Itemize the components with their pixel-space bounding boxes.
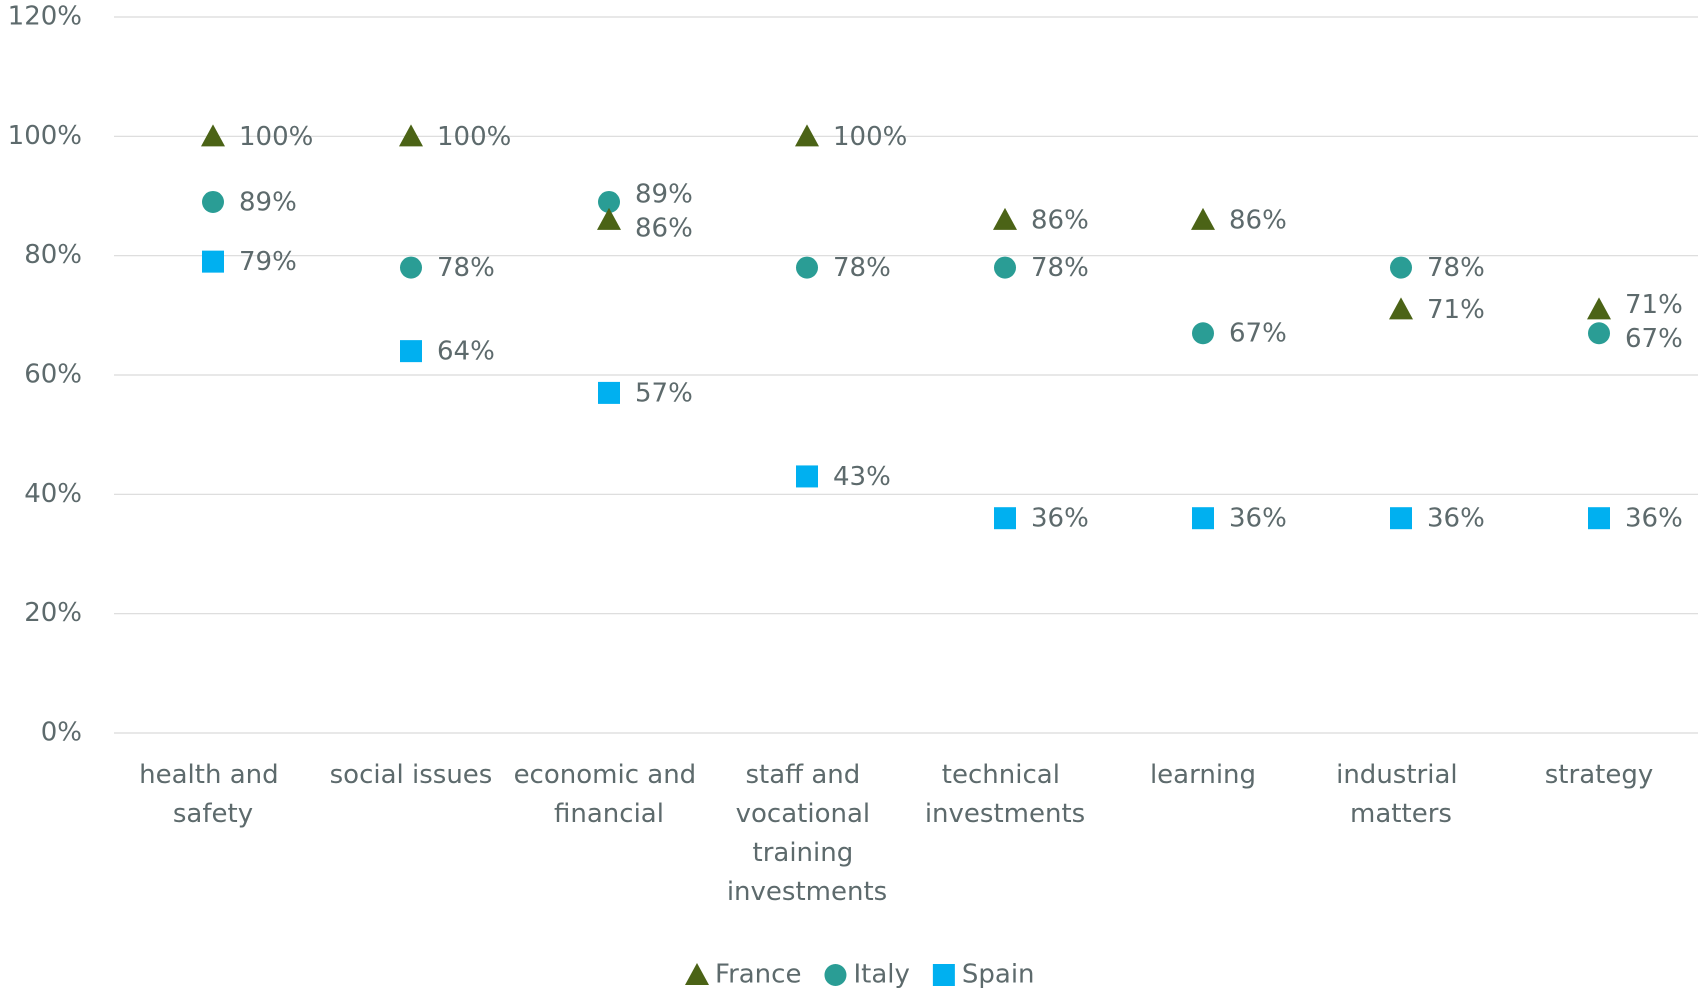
legend-label: Italy <box>853 960 909 990</box>
marker <box>202 250 224 273</box>
x-tick-label: technical investments <box>925 760 1085 829</box>
data-label: 89% <box>239 187 297 217</box>
marker <box>399 124 423 147</box>
data-label: 36% <box>1625 504 1683 534</box>
marker <box>1191 207 1215 230</box>
x-tick-line: technical <box>942 760 1068 790</box>
legend-marker <box>685 963 709 985</box>
x-tick-line: industrial <box>1336 760 1466 790</box>
y-tick-label: 40% <box>24 479 82 509</box>
x-tick-label: strategy <box>1545 760 1653 790</box>
marker <box>1588 507 1610 530</box>
x-tick-label: social issues <box>330 760 493 790</box>
marker <box>597 207 621 230</box>
marker <box>993 207 1017 230</box>
marker <box>994 256 1016 279</box>
y-tick-label: 0% <box>41 718 82 748</box>
data-label: 71% <box>1625 290 1683 320</box>
marker <box>1192 507 1214 530</box>
y-tick-label: 100% <box>8 121 82 151</box>
marker <box>400 340 422 363</box>
y-tick-label: 60% <box>24 360 82 390</box>
data-label: 79% <box>239 247 297 277</box>
x-tick-line: strategy <box>1545 760 1653 790</box>
marker <box>795 124 819 147</box>
data-label: 86% <box>635 213 693 243</box>
marker <box>598 190 620 213</box>
data-label: 36% <box>1031 504 1089 534</box>
data-label: 78% <box>437 253 495 283</box>
marker <box>1587 297 1611 320</box>
marker <box>202 190 224 213</box>
data-label: 67% <box>1625 324 1683 354</box>
x-tick-line: safety <box>173 799 253 829</box>
marker <box>201 124 225 147</box>
x-tick-line: learning <box>1150 760 1256 790</box>
data-label: 57% <box>635 378 693 408</box>
marker <box>1192 322 1214 345</box>
data-label: 36% <box>1427 504 1485 534</box>
data-label: 100% <box>833 122 907 152</box>
data-label: 64% <box>437 337 495 367</box>
x-tick-line: training <box>753 838 862 868</box>
legend-label: France <box>715 960 801 990</box>
data-label: 78% <box>833 253 891 283</box>
x-tick-line: staff and <box>745 760 868 790</box>
marker <box>1390 256 1412 279</box>
x-tick-label: staff and vocational training investment… <box>727 760 887 907</box>
x-tick-line: matters <box>1350 799 1452 829</box>
x-tick-line: financial <box>554 799 664 829</box>
legend-label: Spain <box>962 960 1035 990</box>
marker <box>994 507 1016 530</box>
x-tick-label: health and safety <box>139 760 287 829</box>
data-label: 78% <box>1031 253 1089 283</box>
marker <box>1390 507 1412 530</box>
legend-marker <box>932 964 955 986</box>
y-tick-label: 120% <box>8 2 82 32</box>
marker <box>1588 322 1610 345</box>
x-tick-line: health and <box>139 760 287 790</box>
x-tick-label: economic and financial <box>514 760 705 829</box>
data-label: 100% <box>437 122 511 152</box>
y-tick-label: 80% <box>24 240 82 270</box>
y-tick-label: 20% <box>24 598 82 628</box>
x-tick-line: economic and <box>514 760 705 790</box>
data-label: 67% <box>1229 319 1287 349</box>
data-label: 71% <box>1427 295 1485 325</box>
marker <box>796 465 818 488</box>
data-label: 100% <box>239 122 313 152</box>
x-tick-label: industrial matters <box>1336 760 1466 829</box>
x-tick-line: investments <box>925 799 1085 829</box>
marker <box>400 256 422 279</box>
legend-marker <box>824 964 847 986</box>
x-tick-line: vocational <box>736 799 879 829</box>
x-tick-line: investments <box>727 877 887 907</box>
data-label: 86% <box>1229 205 1287 235</box>
data-label: 36% <box>1229 504 1287 534</box>
marker <box>598 381 620 404</box>
data-label: 89% <box>635 179 693 209</box>
marker <box>1389 297 1413 320</box>
data-label: 43% <box>833 462 891 492</box>
x-tick-label: learning <box>1150 760 1256 790</box>
data-label: 78% <box>1427 253 1485 283</box>
marker <box>796 256 818 279</box>
x-tick-line: social issues <box>330 760 493 790</box>
data-label: 86% <box>1031 205 1089 235</box>
